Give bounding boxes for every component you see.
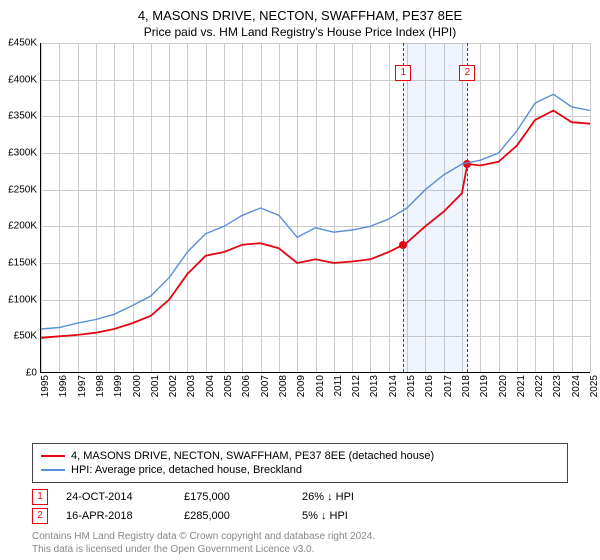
legend-item: 4, MASONS DRIVE, NECTON, SWAFFHAM, PE37 … xyxy=(41,450,559,462)
sales-row: 2 16-APR-2018 £285,000 5% ↓ HPI xyxy=(32,508,568,524)
legend-item: HPI: Average price, detached house, Brec… xyxy=(41,464,559,476)
y-axis-label: £200K xyxy=(8,221,37,232)
x-axis-label: 2003 xyxy=(186,375,197,397)
sales-table: 1 24-OCT-2014 £175,000 26% ↓ HPI 2 16-APR-201… xyxy=(32,489,568,524)
y-axis-label: £150K xyxy=(8,257,37,268)
page: 4, MASONS DRIVE, NECTON, SWAFFHAM, PE37 … xyxy=(0,0,600,560)
y-axis-label: £350K xyxy=(8,111,37,122)
gridline-v xyxy=(590,43,591,372)
x-axis-label: 2002 xyxy=(168,375,179,397)
legend-swatch xyxy=(41,455,65,457)
x-axis-label: 2013 xyxy=(369,375,380,397)
legend-label: 4, MASONS DRIVE, NECTON, SWAFFHAM, PE37 … xyxy=(71,450,434,462)
x-axis-label: 2024 xyxy=(571,375,582,397)
x-axis-label: 2004 xyxy=(205,375,216,397)
x-axis-label: 1997 xyxy=(77,375,88,397)
sales-row-id: 1 xyxy=(32,489,48,505)
sales-delta: 5% ↓ HPI xyxy=(302,510,402,522)
y-axis-label: £100K xyxy=(8,294,37,305)
x-axis-label: 2021 xyxy=(516,375,527,397)
sales-delta: 26% ↓ HPI xyxy=(302,491,402,503)
x-axis-label: 2017 xyxy=(443,375,454,397)
chart-area: £0£50K£100K£150K£200K£250K£300K£350K£400… xyxy=(40,43,590,403)
x-axis-label: 2008 xyxy=(278,375,289,397)
x-axis-label: 2025 xyxy=(589,375,600,397)
sales-row: 1 24-OCT-2014 £175,000 26% ↓ HPI xyxy=(32,489,568,505)
plot-region: £0£50K£100K£150K£200K£250K£300K£350K£400… xyxy=(40,43,590,373)
chart-title: 4, MASONS DRIVE, NECTON, SWAFFHAM, PE37 … xyxy=(0,0,600,25)
x-axis-label: 1995 xyxy=(40,375,51,397)
x-axis-label: 2011 xyxy=(333,375,344,397)
y-axis-label: £250K xyxy=(8,184,37,195)
x-axis-label: 1998 xyxy=(95,375,106,397)
sales-date: 24-OCT-2014 xyxy=(66,491,166,503)
x-axis-label: 2009 xyxy=(296,375,307,397)
x-axis-label: 2006 xyxy=(241,375,252,397)
y-axis-label: £0 xyxy=(26,367,37,378)
legend-label: HPI: Average price, detached house, Brec… xyxy=(71,464,302,476)
sales-price: £285,000 xyxy=(184,510,284,522)
legend-swatch xyxy=(41,469,65,471)
series-line-hpi xyxy=(41,94,590,329)
x-axis-label: 2012 xyxy=(351,375,362,397)
y-axis-label: £400K xyxy=(8,74,37,85)
x-axis-label: 2020 xyxy=(498,375,509,397)
footer-line: This data is licensed under the Open Gov… xyxy=(32,543,568,556)
sales-row-id: 2 xyxy=(32,508,48,524)
series-svg xyxy=(41,43,590,373)
x-axis-label: 2014 xyxy=(388,375,399,397)
y-axis-label: £450K xyxy=(8,37,37,48)
x-axis-label: 2023 xyxy=(552,375,563,397)
x-axis-label: 2007 xyxy=(260,375,271,397)
x-axis-label: 1999 xyxy=(113,375,124,397)
x-axis-label: 2022 xyxy=(534,375,545,397)
x-axis-label: 2010 xyxy=(315,375,326,397)
footer-attribution: Contains HM Land Registry data © Crown c… xyxy=(32,530,568,556)
x-axis-label: 2019 xyxy=(479,375,490,397)
chart-subtitle: Price paid vs. HM Land Registry's House … xyxy=(0,25,600,39)
x-axis-label: 2016 xyxy=(424,375,435,397)
sales-price: £175,000 xyxy=(184,491,284,503)
x-axis-label: 2000 xyxy=(132,375,143,397)
y-axis-label: £300K xyxy=(8,147,37,158)
footer-line: Contains HM Land Registry data © Crown c… xyxy=(32,530,568,543)
x-axis-label: 2001 xyxy=(150,375,161,397)
x-axis-label: 1996 xyxy=(58,375,69,397)
sales-date: 16-APR-2018 xyxy=(66,510,166,522)
x-axis-label: 2015 xyxy=(406,375,417,397)
y-axis-label: £50K xyxy=(14,331,37,342)
x-axis-label: 2005 xyxy=(223,375,234,397)
x-axis-label: 2018 xyxy=(461,375,472,397)
legend-box: 4, MASONS DRIVE, NECTON, SWAFFHAM, PE37 … xyxy=(32,443,568,483)
series-line-property xyxy=(41,110,590,337)
